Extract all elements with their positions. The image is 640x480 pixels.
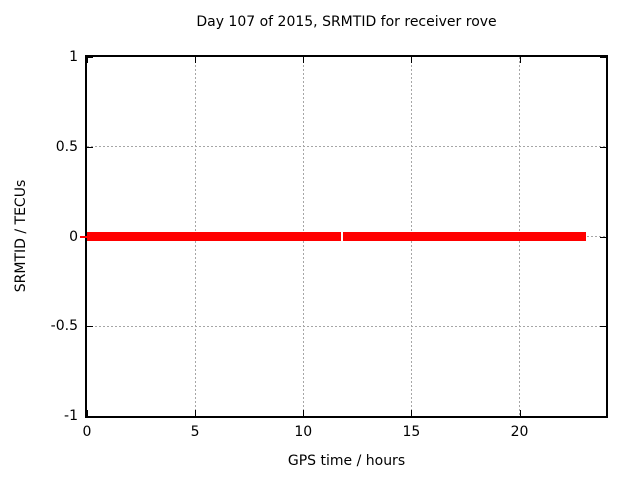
y-tick-label: 0.5 <box>55 138 78 155</box>
x-tick-mark-top <box>519 57 521 63</box>
y-tick-label: 0 <box>69 228 78 245</box>
y-tick-mark-right <box>600 326 606 328</box>
x-tick-mark-bottom <box>303 410 305 416</box>
y-tick-mark-right <box>600 146 606 148</box>
x-tick-label: 20 <box>510 424 529 440</box>
x-tick-mark-top <box>87 57 88 63</box>
y-tick-mark-left <box>87 416 93 417</box>
x-tick-mark-bottom <box>519 410 521 416</box>
y-axis-label: SRMTID / TECUs <box>13 179 29 293</box>
y-tick-mark-right <box>600 57 606 58</box>
chart-title: Day 107 of 2015, SRMTID for receiver rov… <box>196 14 497 30</box>
data-line-segment <box>343 232 586 241</box>
x-tick-mark-top <box>303 57 305 63</box>
x-tick-label: 10 <box>294 424 313 440</box>
y-tick-label: 1 <box>69 49 78 65</box>
plot-area: 0 5 10 15 20 1 0.5 0 -0.5 -1 <box>51 49 608 440</box>
data-line-start-cap <box>80 235 88 238</box>
data-line-segment <box>87 232 342 241</box>
y-tick-mark-right <box>600 416 606 417</box>
gridline-horizontal <box>87 325 606 327</box>
gridline-horizontal <box>87 146 606 148</box>
x-tick-mark-bottom <box>411 410 413 416</box>
x-tick-mark-bottom <box>195 410 197 416</box>
x-axis-label: GPS time / hours <box>287 453 406 469</box>
x-tick-mark-top <box>195 57 197 63</box>
x-tick-label: 15 <box>402 424 421 440</box>
x-tick-label: 5 <box>190 424 200 440</box>
x-tick-label: 0 <box>82 424 92 440</box>
x-tick-mark-bottom <box>87 410 88 416</box>
y-tick-mark-left <box>87 326 93 328</box>
y-tick-mark-left <box>87 57 93 58</box>
y-tick-mark-left <box>87 146 93 148</box>
x-tick-mark-top <box>411 57 413 63</box>
y-tick-mark-right <box>600 236 606 238</box>
y-tick-label: -1 <box>64 408 78 424</box>
y-tick-label: -0.5 <box>50 318 78 335</box>
